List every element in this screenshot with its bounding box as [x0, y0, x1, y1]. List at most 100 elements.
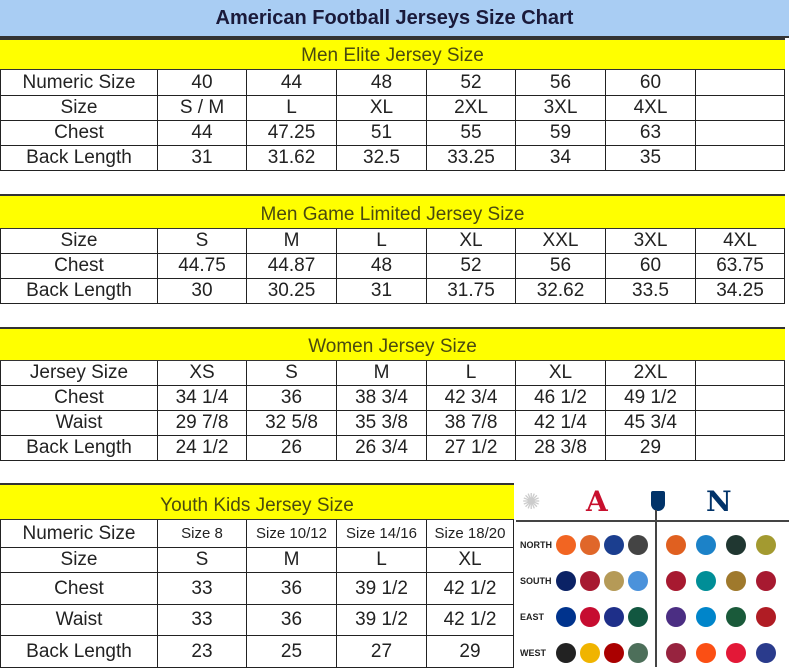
table-cell: 4XL [606, 96, 696, 121]
afc-team-logo-icon [604, 535, 624, 555]
table-cell: 55 [427, 121, 516, 146]
table-cell: 48 [337, 70, 427, 96]
row-label: Jersey Size [0, 361, 158, 386]
nfc-team-logo-icon [666, 571, 686, 591]
table-cell: 36 [247, 573, 337, 605]
table-cell [696, 386, 785, 411]
table-cell: 2XL [427, 96, 516, 121]
table-cell: 63 [606, 121, 696, 146]
table-cell: 31.75 [427, 279, 516, 304]
table-cell: 28 3/8 [516, 436, 606, 461]
nfl-shield-icon [651, 491, 665, 511]
row-label: Chest [0, 573, 158, 605]
afc-team-logo-icon [604, 607, 624, 627]
section-heading-youth-kids-jersey-size: Youth Kids Jersey Size [0, 483, 514, 520]
row-label: Numeric Size [0, 520, 158, 548]
table-cell: XL [427, 229, 516, 254]
table-cell: 60 [606, 70, 696, 96]
nfc-team-logo-icon [696, 607, 716, 627]
nfl-logos-panel: ✺ A N NORTH SOUTH EAST WEST [516, 485, 789, 667]
table-cell: 44 [247, 70, 337, 96]
table-cell: 35 3/8 [337, 411, 427, 436]
row-label: Back Length [0, 436, 158, 461]
division-label-north: NORTH [520, 540, 552, 550]
table-cell: M [247, 548, 337, 573]
table-cell [696, 146, 785, 171]
nfc-team-logo-icon [726, 535, 746, 555]
table-cell [696, 411, 785, 436]
nfc-team-logo-icon [666, 643, 686, 663]
afc-team-logo-icon [556, 643, 576, 663]
table-cell: Size 8 [158, 520, 247, 548]
nfc-team-logo-icon [756, 607, 776, 627]
table-cell: S [158, 229, 247, 254]
table-cell [696, 436, 785, 461]
nfc-team-logo-icon [756, 571, 776, 591]
table-cell: 46 1/2 [516, 386, 606, 411]
table-cell: 36 [247, 386, 337, 411]
afc-team-logo-icon [604, 643, 624, 663]
afc-logo-icon: A [586, 485, 608, 518]
afc-team-logo-icon [556, 607, 576, 627]
table-cell: 4XL [696, 229, 785, 254]
table-cell: 49 1/2 [606, 386, 696, 411]
afc-team-logo-icon [628, 535, 648, 555]
row-label: Back Length [0, 146, 158, 171]
afc-team-logo-icon [556, 535, 576, 555]
table-cell: 51 [337, 121, 427, 146]
division-label-west: WEST [520, 648, 546, 658]
table-cell: 3XL [516, 96, 606, 121]
table-cell: 42 1/2 [427, 605, 514, 636]
table-cell: L [427, 361, 516, 386]
table-cell: 26 3/4 [337, 436, 427, 461]
row-label: Waist [0, 605, 158, 636]
row-label: Size [0, 229, 158, 254]
section-heading-men-game-limited-jersey-size: Men Game Limited Jersey Size [0, 194, 785, 229]
table-cell: 29 [606, 436, 696, 461]
table-cell: 60 [606, 254, 696, 279]
table-cell: Size 14/16 [337, 520, 427, 548]
table-cell: 33 [158, 573, 247, 605]
table-cell: 27 [337, 636, 427, 668]
nfc-logo-icon: N [706, 485, 732, 518]
table-cell: 30.25 [247, 279, 337, 304]
table-cell: 34.25 [696, 279, 785, 304]
table-cell: 42 1/2 [427, 573, 514, 605]
nfc-team-logo-icon [666, 535, 686, 555]
table-cell: 30 [158, 279, 247, 304]
table-cell: 44.75 [158, 254, 247, 279]
table-cell: 39 1/2 [337, 573, 427, 605]
header-divider [516, 520, 789, 522]
table-cell: Size 10/12 [247, 520, 337, 548]
table-cell: L [337, 229, 427, 254]
nfc-team-logo-icon [666, 607, 686, 627]
table-cell: XL [337, 96, 427, 121]
table-cell: 32.62 [516, 279, 606, 304]
division-label-south: SOUTH [520, 576, 552, 586]
afc-team-logo-icon [628, 643, 648, 663]
table-cell: 44.87 [247, 254, 337, 279]
table-cell: S / M [158, 96, 247, 121]
row-label: Chest [0, 121, 158, 146]
table-cell: 34 1/4 [158, 386, 247, 411]
table-cell: 45 3/4 [606, 411, 696, 436]
division-label-east: EAST [520, 612, 545, 622]
row-label: Numeric Size [0, 70, 158, 96]
afc-team-logo-icon [628, 571, 648, 591]
table-cell: 44 [158, 121, 247, 146]
table-cell: S [158, 548, 247, 573]
afc-team-logo-icon [580, 643, 600, 663]
chart-title: American Football Jerseys Size Chart [0, 0, 789, 38]
table-cell: 47.25 [247, 121, 337, 146]
table-cell: 26 [247, 436, 337, 461]
table-cell: XS [158, 361, 247, 386]
row-label: Chest [0, 254, 158, 279]
table-cell: 27 1/2 [427, 436, 516, 461]
nfc-team-logo-icon [696, 535, 716, 555]
row-label: Size [0, 548, 158, 573]
section-heading-women-jersey-size: Women Jersey Size [0, 327, 785, 361]
table-cell: S [247, 361, 337, 386]
table-cell [696, 70, 785, 96]
table-cell: 29 7/8 [158, 411, 247, 436]
table-cell: 25 [247, 636, 337, 668]
